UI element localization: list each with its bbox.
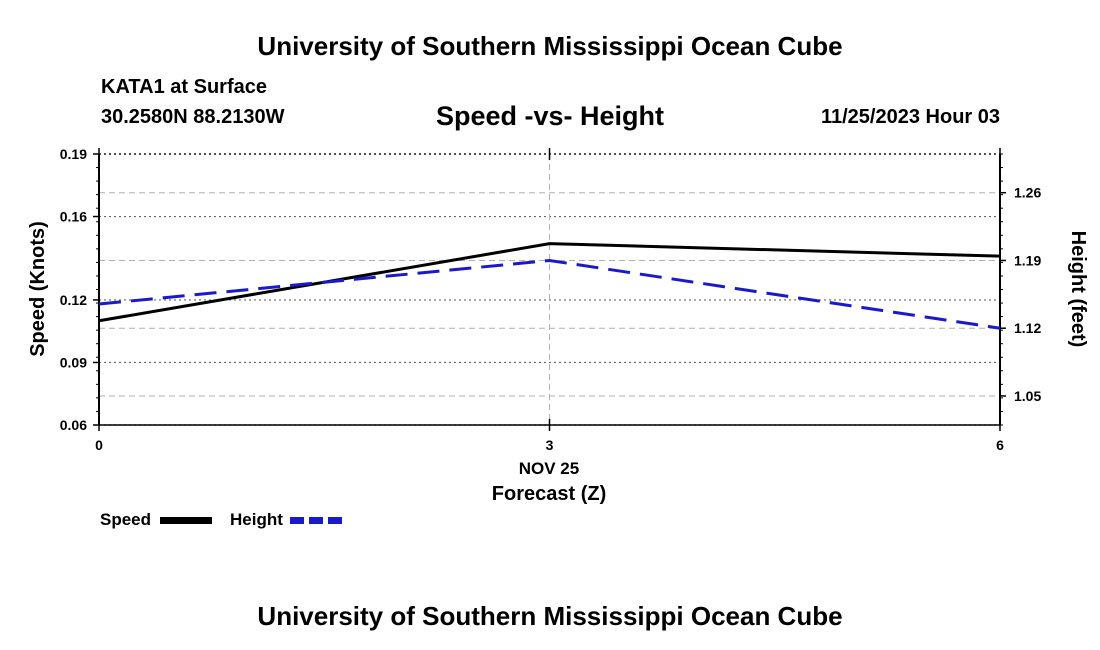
legend-speed-swatch: [160, 517, 212, 524]
station-coords: 30.2580N 88.2130W: [101, 106, 285, 128]
y-tick-label-right: 1.12: [1014, 320, 1041, 336]
y-tick-label-left: 0.19: [60, 146, 87, 162]
y-tick-label-left: 0.09: [60, 354, 87, 370]
x-axis-sublabel: NOV 25: [519, 459, 579, 478]
y-tick-label-left: 0.12: [60, 292, 87, 308]
x-tick-label: 3: [546, 437, 554, 453]
y-tick-label-left: 0.16: [60, 209, 87, 225]
y-axis-label-left: Speed (Knots): [27, 221, 49, 357]
page-title-top: University of Southern Mississippi Ocean…: [257, 31, 843, 61]
plot-title: Speed -vs- Height: [435, 101, 665, 131]
height-series-line: [98, 258, 1001, 330]
legend-speed-label: Speed: [100, 510, 152, 529]
legend-height-swatch: [290, 517, 342, 524]
y-axis-label-right: Height (feet): [1067, 231, 1089, 348]
station-label: KATA1 at Surface: [101, 76, 267, 98]
x-tick-label: 0: [95, 437, 103, 453]
y-tick-label-right: 1.26: [1014, 185, 1041, 201]
y-tick-label-left: 0.06: [60, 417, 87, 433]
y-tick-label-right: 1.19: [1014, 252, 1041, 268]
speed-series-line: [98, 242, 1001, 323]
forecast-datetime: 11/25/2023 Hour 03: [820, 106, 1000, 128]
y-tick-label-right: 1.05: [1014, 388, 1041, 404]
legend-height-label: Height: [230, 510, 283, 529]
x-tick-label: 6: [996, 437, 1004, 453]
page-title-bottom: University of Southern Mississippi Ocean…: [257, 601, 843, 631]
x-axis-label: Forecast (Z): [492, 483, 606, 505]
